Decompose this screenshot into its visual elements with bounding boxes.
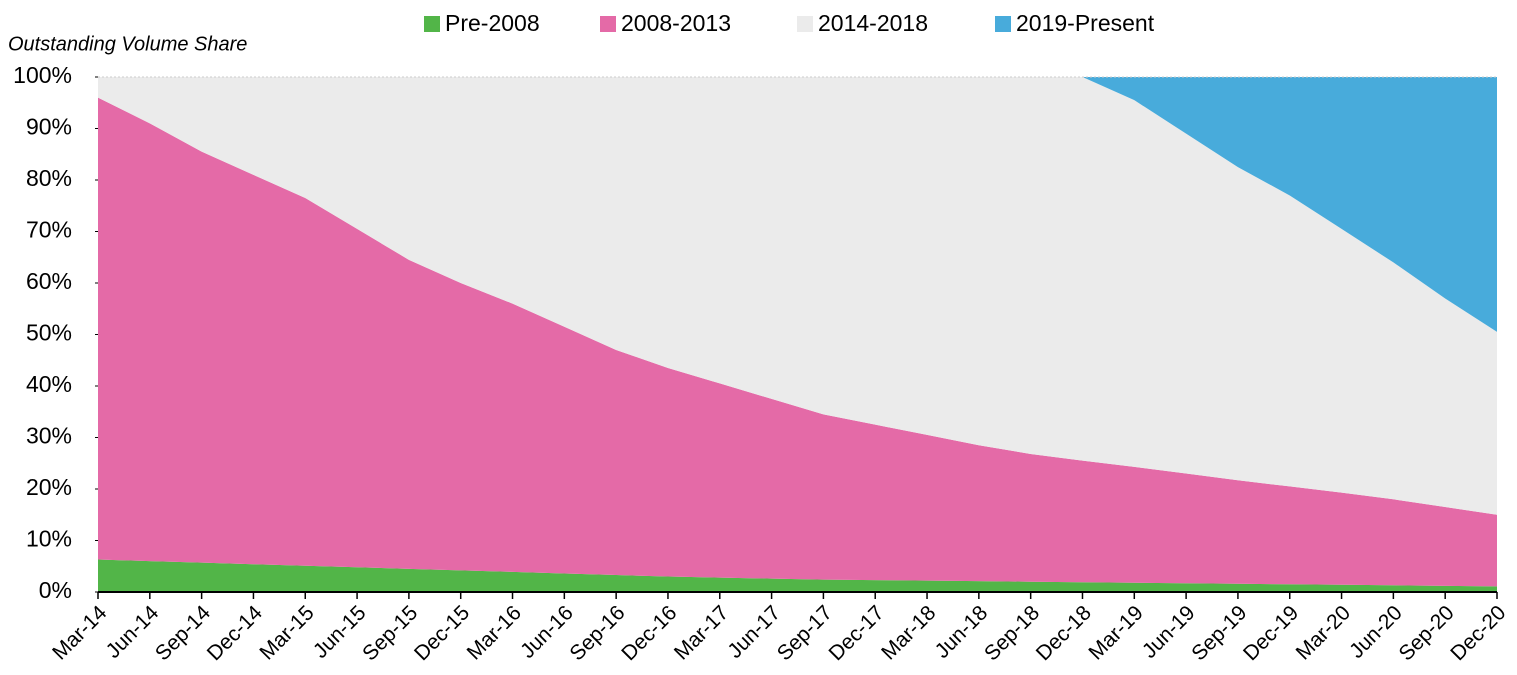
legend-swatch <box>797 16 813 32</box>
x-tick-label: Sep-20 <box>1394 601 1458 665</box>
y-tick-label: 80% <box>26 165 72 191</box>
area <box>98 97 1497 587</box>
y-tick-label: 90% <box>26 114 72 140</box>
legend-label: 2014-2018 <box>818 10 928 36</box>
x-tick-label: Jun-17 <box>723 601 785 663</box>
x-tick-label: Mar-16 <box>463 601 526 664</box>
x-tick-label: Dec-14 <box>203 601 267 665</box>
area <box>98 559 1497 592</box>
x-tick-label: Dec-16 <box>617 601 681 665</box>
x-tick-label: Dec-17 <box>825 601 889 665</box>
legend-label: 2008-2013 <box>621 10 731 36</box>
y-tick-label: 50% <box>26 320 72 346</box>
y-tick-label: 40% <box>26 371 72 397</box>
x-tick-label: Jun-16 <box>516 601 578 663</box>
area <box>98 77 1497 332</box>
y-tick-label: 0% <box>39 577 72 603</box>
legend-label: Pre-2008 <box>445 10 540 36</box>
y-axis-label: Outstanding Volume Share <box>8 33 247 55</box>
y-tick-label: 70% <box>26 217 72 243</box>
y-tick-label: 10% <box>26 526 72 552</box>
x-tick-label: Jun-20 <box>1345 601 1407 663</box>
x-tick-label: Sep-14 <box>151 601 215 665</box>
x-tick-label: Dec-20 <box>1446 601 1510 665</box>
x-tick-label: Mar-19 <box>1084 601 1147 664</box>
x-tick-label: Mar-18 <box>877 601 940 664</box>
x-tick-label: Mar-17 <box>670 601 733 664</box>
x-tick-label: Jun-15 <box>309 601 371 663</box>
legend-swatch <box>995 16 1011 32</box>
y-tick-label: 20% <box>26 474 72 500</box>
x-tick-label: Mar-20 <box>1292 601 1355 664</box>
x-tick-label: Sep-19 <box>1187 601 1251 665</box>
x-tick-label: Jun-18 <box>931 601 993 663</box>
x-tick-label: Sep-18 <box>980 601 1044 665</box>
x-tick-label: Dec-19 <box>1239 601 1303 665</box>
legend-swatch <box>600 16 616 32</box>
x-tick-label: Sep-17 <box>773 601 837 665</box>
x-tick-label: Sep-15 <box>358 601 422 665</box>
legend-label: 2019-Present <box>1016 10 1155 36</box>
x-tick-label: Dec-18 <box>1032 601 1096 665</box>
x-tick-label: Mar-15 <box>255 601 318 664</box>
x-tick-label: Sep-16 <box>565 601 629 665</box>
x-tick-label: Jun-19 <box>1138 601 1200 663</box>
legend-swatch <box>424 16 440 32</box>
x-tick-label: Mar-14 <box>48 601 112 665</box>
y-tick-label: 60% <box>26 268 72 294</box>
y-tick-label: 30% <box>26 423 72 449</box>
y-tick-label: 100% <box>13 62 72 88</box>
x-tick-label: Dec-15 <box>410 601 474 665</box>
area <box>98 77 1497 515</box>
